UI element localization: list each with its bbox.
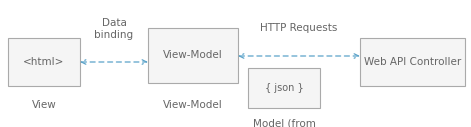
Text: Model (from
Server): Model (from Server) [252, 118, 316, 127]
Text: View-Model: View-Model [163, 51, 223, 60]
Text: Data
binding: Data binding [95, 18, 134, 40]
Text: View: View [32, 100, 57, 110]
Bar [148, 28, 238, 83]
Text: HTTP Requests: HTTP Requests [260, 23, 338, 33]
Text: View-Model: View-Model [163, 100, 223, 110]
Text: { json }: { json } [265, 83, 303, 93]
Text: <html>: <html> [23, 57, 65, 67]
Bar [8, 38, 80, 86]
Bar [360, 38, 465, 86]
Text: Web API Controller: Web API Controller [364, 57, 461, 67]
Bar [248, 68, 320, 108]
